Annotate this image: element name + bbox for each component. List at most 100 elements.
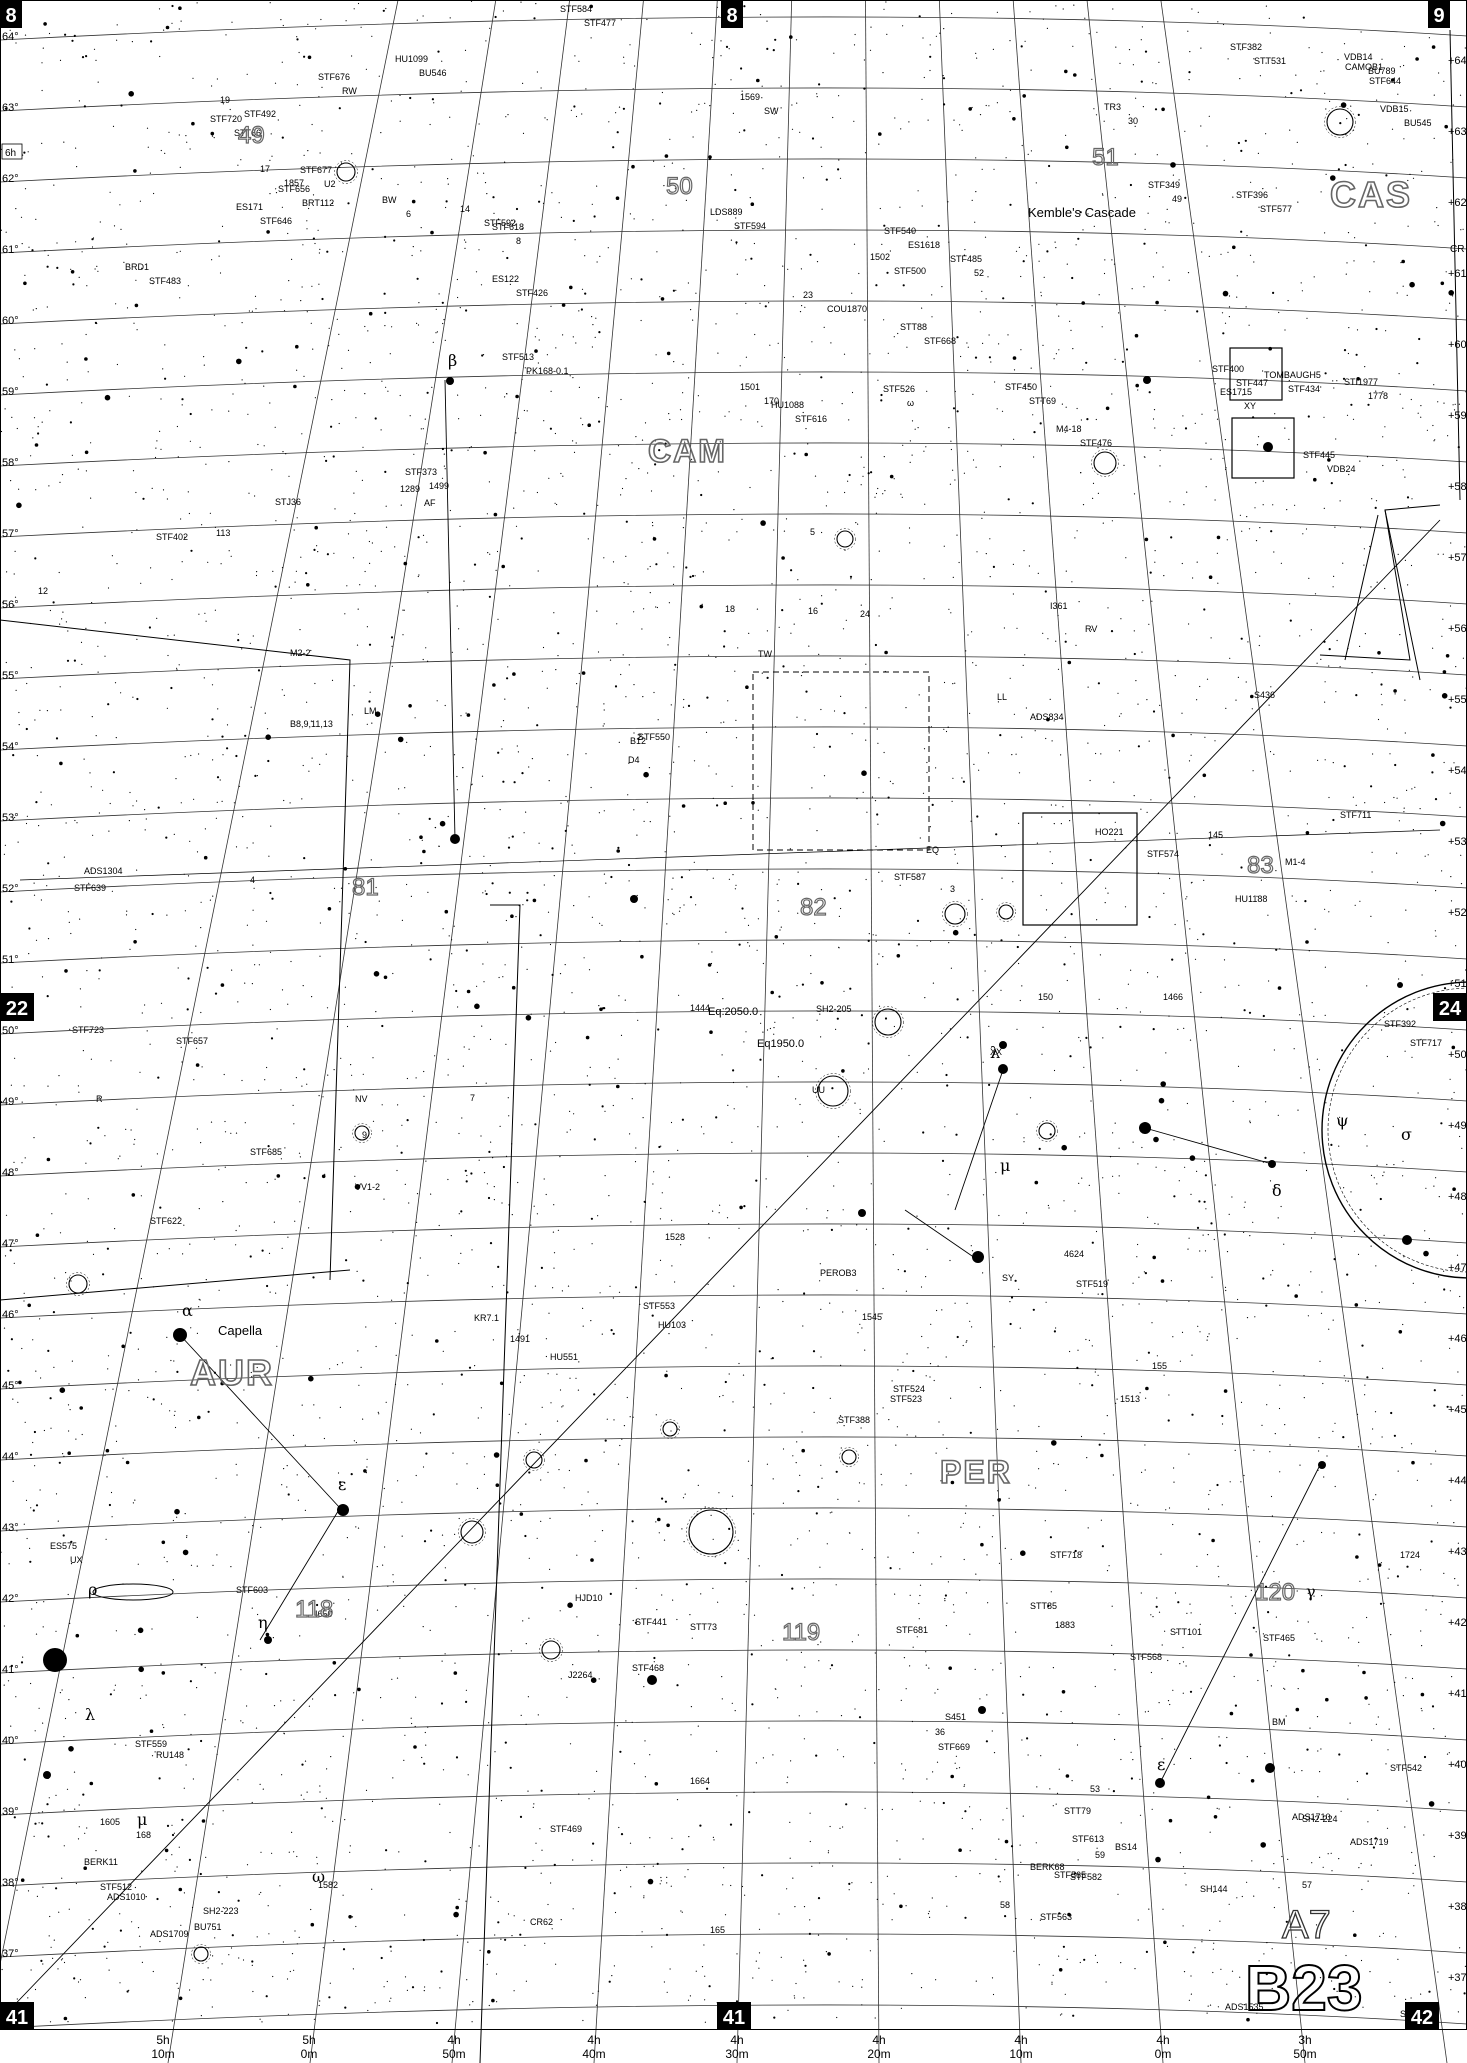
star [1372,753,1374,755]
star [107,1368,109,1370]
star [422,658,424,661]
star [753,242,756,245]
star [497,1900,499,1903]
star [1270,1274,1272,1276]
star [952,576,954,579]
star [1446,1405,1449,1408]
star [902,444,904,446]
star [1257,436,1260,438]
star [70,932,72,935]
star [352,779,354,781]
star [981,168,983,170]
star [983,511,986,513]
star [629,44,631,46]
star [1435,1450,1437,1452]
star [1111,520,1113,522]
star [583,512,586,515]
star [1135,383,1139,388]
star [909,461,911,463]
star [1402,285,1404,287]
star [244,1122,246,1124]
star [1120,1822,1122,1824]
star [42,1722,44,1724]
star [403,1759,405,1761]
star [1398,1330,1403,1334]
star [612,146,615,149]
star [693,861,695,863]
star [817,1934,820,1936]
star [443,319,445,321]
star [244,382,246,384]
star [1296,1590,1298,1592]
star [441,1660,443,1662]
star [1284,329,1286,331]
star [772,49,775,52]
star [318,1095,320,1097]
star [593,1790,596,1792]
star [1154,108,1158,111]
star [528,372,530,374]
star [511,1214,513,1216]
star [799,1474,801,1476]
star [558,1469,560,1471]
star [963,1784,966,1786]
star [1130,1777,1133,1780]
star [1273,1570,1275,1573]
star [1449,1078,1451,1080]
star [1115,1402,1117,1404]
star [347,202,350,205]
star [963,254,966,256]
star [344,1819,346,1821]
star [1240,866,1243,869]
star [58,1461,61,1464]
star [1454,1578,1456,1580]
star [511,985,516,990]
star [257,1613,259,1616]
star [173,1832,175,1834]
star [1038,1468,1040,1470]
star [381,380,383,382]
star [1213,1238,1215,1241]
star [378,75,380,77]
star [718,15,720,17]
star [210,1121,213,1123]
star [1184,196,1187,199]
star [610,1329,613,1332]
star [12,1480,14,1482]
star [722,1394,724,1397]
star [581,671,586,675]
star [1209,1929,1211,1931]
star [368,311,373,316]
star [319,955,321,957]
star [1203,608,1206,611]
star [1022,1693,1025,1696]
star [510,914,514,918]
star [1013,713,1016,715]
star [344,2006,347,2009]
star [929,1376,931,1378]
star [237,164,239,166]
star [260,1891,262,1894]
star [1080,472,1082,474]
star [70,270,75,274]
star [716,219,718,221]
star [941,1159,945,1162]
star [171,2020,173,2022]
star [286,1465,288,1467]
star [556,1373,558,1375]
star [515,394,519,399]
star [712,797,714,799]
star [1429,689,1431,691]
star [1237,676,1239,679]
star [469,855,471,858]
star [246,73,248,75]
star [1460,229,1462,231]
star [129,1331,132,1334]
star [982,1061,984,1063]
star [1246,1756,1248,1758]
star [1262,370,1264,372]
star [1056,304,1058,306]
star [83,105,86,108]
star [90,1058,92,1060]
star [1327,458,1331,462]
